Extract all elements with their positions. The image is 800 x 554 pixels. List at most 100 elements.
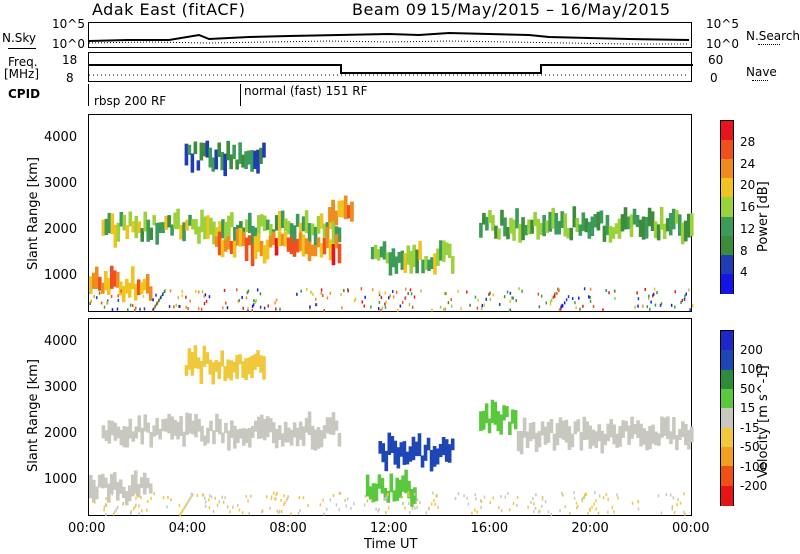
velocity-colorbar-segment <box>721 369 733 390</box>
velocity-colorbar-segment <box>721 389 733 410</box>
nave-label: Nave <box>746 65 777 79</box>
freq-label: Freq. <box>8 55 38 69</box>
nave-tick-top: 60 <box>708 53 724 67</box>
velocity-ylabel: Slant Range [km] <box>26 359 41 472</box>
nsearch-legend-dots <box>758 44 780 45</box>
nave-legend-dots <box>752 80 768 81</box>
freq-unit-label: [MHz] <box>4 67 40 81</box>
power-colorbar-tick: 20 <box>740 178 756 193</box>
velocity-speckle <box>93 491 686 516</box>
power-colorbar-segment <box>721 273 733 294</box>
velocity-panel <box>88 318 694 516</box>
velocity-ytick: 3000 <box>44 380 78 396</box>
velocity-colorbar-tick: 100 <box>740 362 763 377</box>
beam-label: Beam 09 <box>352 0 428 19</box>
nsky-tick-top: 10^5 <box>52 17 85 31</box>
cpid-label: CPID <box>8 87 41 101</box>
power-colorbar-tick: 28 <box>740 134 756 149</box>
power-colorbar-segment <box>721 254 733 275</box>
x-tick: 16:00 <box>470 521 509 536</box>
power-colorbar-segment <box>721 216 733 237</box>
x-tick: 00:00 <box>68 521 106 536</box>
power-ytick: 2000 <box>44 222 78 238</box>
velocity-colorbar-tick: -15 <box>740 420 760 435</box>
freq-strip-trace <box>89 64 693 76</box>
velocity-colorbar-tick: -200 <box>740 479 768 494</box>
chart-title: Adak East (fitACF) <box>92 0 246 19</box>
velocity-colorbar-tick: 50 <box>740 381 756 396</box>
velocity-colorbar-segment <box>721 331 733 352</box>
freq-strip-panel <box>88 52 693 82</box>
nsearch-tick-top: 10^5 <box>706 17 739 31</box>
power-band-5 <box>370 240 455 276</box>
freq-tick-top: 18 <box>62 53 78 67</box>
nsky-tick-bottom: 10^0 <box>52 37 85 51</box>
cpid-divider-start <box>88 84 89 106</box>
velocity-heatmap <box>89 345 694 516</box>
date-range: 15/May/2015 – 16/May/2015 <box>430 0 671 19</box>
power-colorbar-tick: 4 <box>740 265 748 280</box>
power-colorbar-label: Power [dB] <box>756 181 771 252</box>
x-tick: 08:00 <box>269 521 307 536</box>
velocity-band-3 <box>378 432 455 472</box>
velocity-colorbar-tick: -100 <box>740 459 768 474</box>
nsky-legend-line <box>8 48 36 49</box>
power-colorbar-segment <box>721 178 733 199</box>
velocity-ytick: 2000 <box>44 426 78 442</box>
power-colorbar-tick: 12 <box>740 221 756 236</box>
nsky-strip-trace <box>88 31 690 45</box>
power-colorbar-tick: 8 <box>740 243 748 258</box>
power-colorbar-segment <box>721 121 733 141</box>
cpid-mode-normal: normal (fast) 151 RF <box>244 84 368 98</box>
power-colorbar-segment <box>721 140 733 161</box>
nsky-strip-panel <box>88 22 692 48</box>
x-tick: 00:00 <box>672 521 710 536</box>
x-tick: 12:00 <box>370 521 408 536</box>
x-tick: 20:00 <box>571 521 609 536</box>
power-ylabel: Slant Range [km] <box>26 157 41 270</box>
power-colorbar-tick: 16 <box>740 200 756 214</box>
power-band-0 <box>89 265 153 303</box>
power-band-3 <box>328 195 354 226</box>
velocity-ytick: 1000 <box>44 472 78 488</box>
velocity-colorbar-segment <box>721 408 733 429</box>
freq-tick-bottom: 8 <box>66 71 74 85</box>
x-tick: 04:00 <box>168 521 207 536</box>
nsky-label: N.Sky <box>2 31 37 45</box>
velocity-colorbar-label: Velocity [m s^-1] <box>756 365 771 478</box>
power-band-6 <box>479 206 694 245</box>
velocity-colorbar-segment <box>721 485 733 506</box>
velocity-colorbar-segment <box>721 447 733 468</box>
velocity-colorbar-tick: 200 <box>740 342 763 357</box>
velocity-colorbar-segment <box>721 427 733 448</box>
power-colorbar-tick: 24 <box>740 156 756 171</box>
velocity-ytick: 4000 <box>44 334 78 350</box>
power-heatmap <box>89 140 694 312</box>
power-colorbar <box>720 120 734 294</box>
cpid-mode-rbsp: rbsp 200 RF <box>94 94 167 108</box>
power-panel <box>88 114 694 312</box>
velocity-colorbar-segment <box>721 466 733 487</box>
velocity-colorbar-tick: 15 <box>740 401 756 416</box>
power-ytick: 3000 <box>44 176 78 192</box>
power-ytick: 1000 <box>44 268 78 284</box>
power-colorbar-segment <box>721 159 733 180</box>
velocity-band-0 <box>89 470 153 506</box>
cpid-divider-change <box>240 84 241 106</box>
nsearch-tick-bottom: 10^0 <box>706 37 739 51</box>
power-band-4 <box>184 140 266 177</box>
velocity-band-2 <box>184 345 266 385</box>
nave-tick-bottom: 0 <box>710 71 718 85</box>
velocity-colorbar-tick: -50 <box>740 440 760 455</box>
power-band-2 <box>214 227 342 267</box>
velocity-band-5 <box>479 399 518 436</box>
nsearch-label: N.Search <box>746 29 800 43</box>
velocity-band-1 <box>101 411 342 451</box>
velocity-band-4 <box>365 469 417 507</box>
velocity-colorbar <box>720 330 734 506</box>
power-speckle <box>89 287 694 312</box>
x-axis-label: Time UT <box>364 537 418 552</box>
velocity-colorbar-segment <box>721 350 733 371</box>
power-colorbar-segment <box>721 197 733 218</box>
power-ytick: 4000 <box>44 130 78 146</box>
